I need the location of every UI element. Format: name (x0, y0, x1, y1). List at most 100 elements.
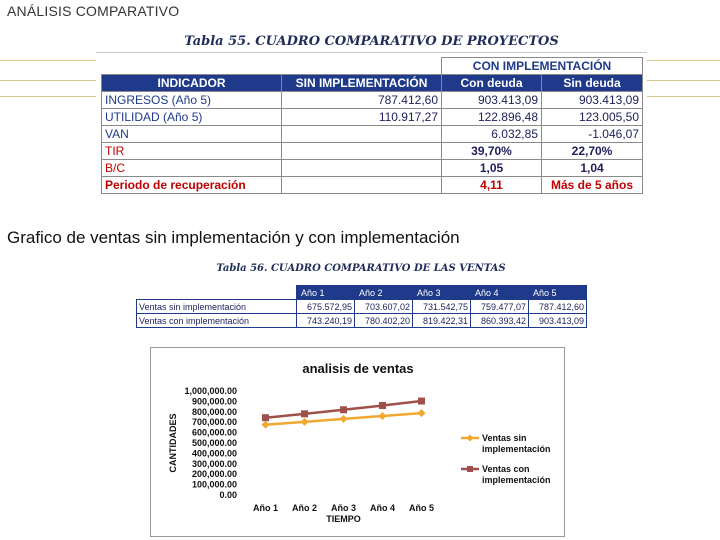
row-indicator: UTILIDAD (Año 5) (101, 108, 282, 126)
cell-sin: 787.412,60 (281, 91, 442, 109)
table56-caption: Tabla 56. CUADRO COMPARATIVO DE LAS VENT… (216, 263, 506, 274)
table-cell: 819.422,31 (412, 313, 471, 328)
y-axis-label: CANTIDADES (168, 413, 178, 472)
data-point (261, 420, 270, 429)
x-tick-label: Año 2 (292, 503, 317, 513)
cell-sin (281, 159, 442, 177)
table-row: UTILIDAD (Año 5) 110.917,27 122.896,48 1… (101, 108, 644, 126)
table-row: VAN 6.032,85 -1.046,07 (101, 125, 644, 143)
cell-con-deuda: 4,11 (441, 176, 542, 194)
cell-sin (281, 142, 442, 160)
y-tick-label: 800,000.00 (192, 407, 237, 417)
row-indicator: Periodo de recuperación (101, 176, 282, 194)
table-cell: 780.402,20 (354, 313, 413, 328)
y-tick-label: 100,000.00 (192, 480, 237, 490)
column-header: Año 5 (528, 285, 587, 300)
cell-sin (281, 176, 442, 194)
x-tick-label: Año 4 (370, 503, 395, 513)
data-point (418, 397, 425, 405)
table-cell: 731.542,75 (412, 299, 471, 314)
y-tick-label: 700,000.00 (192, 417, 237, 427)
data-point (379, 402, 386, 410)
column-header: Año 2 (354, 285, 413, 300)
row-label: Ventas sin implementación (136, 299, 297, 314)
cell-sin (281, 125, 442, 143)
y-tick-label: 1,000,000.00 (184, 386, 237, 396)
column-header: INDICADOR (101, 74, 282, 92)
data-point (340, 406, 347, 414)
cell-sin-deuda: 903.413,09 (540, 91, 644, 109)
table56: Año 1 Año 2 Año 3 Año 4 Año 5 Ventas sin… (136, 285, 587, 328)
legend-label: implementación (482, 475, 551, 485)
column-header: Sin deuda (540, 74, 644, 92)
y-tick-label: 200,000.00 (192, 469, 237, 479)
legend-label: Ventas con (482, 464, 530, 474)
cell-sin-deuda: 22,70% (540, 142, 644, 160)
table-cell: 759.477,07 (470, 299, 529, 314)
header-blank (136, 285, 297, 300)
row-indicator: TIR (101, 142, 282, 160)
data-point (300, 417, 309, 426)
row-indicator: VAN (101, 125, 282, 143)
legend-label: Ventas sin (482, 433, 527, 443)
section-heading: Grafico de ventas sin implementación y c… (7, 228, 460, 247)
cell-sin-deuda: -1.046,07 (540, 125, 644, 143)
legend-marker (466, 434, 474, 442)
table-cell: 787.412,60 (528, 299, 587, 314)
header-blank (101, 57, 442, 75)
cell-con-deuda: 122.896,48 (441, 108, 542, 126)
column-header: SIN IMPLEMENTACIÓN (281, 74, 442, 92)
data-point (417, 409, 426, 418)
cell-con-deuda: 1,05 (441, 159, 542, 177)
table-row: Periodo de recuperación 4,11 Más de 5 añ… (101, 176, 644, 194)
chart-canvas: analisis de ventas CANTIDADES 1,000,000.00… (168, 361, 551, 524)
table-row: B/C 1,05 1,04 (101, 159, 644, 177)
table-cell: 903.413,09 (528, 313, 587, 328)
group-header: CON IMPLEMENTACIÓN (440, 57, 644, 75)
sales-chart: analisis de ventas CANTIDADES 1,000,000.00… (150, 347, 565, 537)
cell-con-deuda: 6.032,85 (441, 125, 542, 143)
cell-sin-deuda: 1,04 (540, 159, 644, 177)
row-indicator: B/C (101, 159, 282, 177)
legend-marker (467, 466, 473, 472)
column-header: Año 4 (470, 285, 529, 300)
row-indicator: INGRESOS (Año 5) (101, 91, 282, 109)
cell-con-deuda: 903.413,09 (441, 91, 542, 109)
chart-title: analisis de ventas (302, 361, 413, 376)
x-axis-label: TIEMPO (326, 514, 361, 524)
row-label: Ventas con implementación (136, 313, 297, 328)
table-row: Ventas con implementación 743.240,19 780… (136, 313, 587, 328)
caption-divider (96, 52, 647, 53)
table-cell: 743.240,19 (296, 313, 355, 328)
data-point (301, 410, 308, 418)
x-tick-label: Año 3 (331, 503, 356, 513)
column-header: Año 1 (296, 285, 355, 300)
table-row: TIR 39,70% 22,70% (101, 142, 644, 160)
y-tick-label: 900,000.00 (192, 396, 237, 406)
table-cell: 675.572,95 (296, 299, 355, 314)
cell-sin: 110.917,27 (281, 108, 442, 126)
table-row: Ventas sin implementación 675.572,95 703… (136, 299, 587, 314)
comparison-table-sales: Tabla 56. CUADRO COMPARATIVO DE LAS VENT… (136, 263, 587, 331)
slide-title: ANÁLISIS COMPARATIVO (7, 3, 180, 19)
x-tick-label: Año 1 (253, 503, 278, 513)
y-tick-label: 500,000.00 (192, 438, 237, 448)
x-tick-label: Año 5 (409, 503, 434, 513)
y-tick-label: 600,000.00 (192, 428, 237, 438)
cell-con-deuda: 39,70% (441, 142, 542, 160)
table-row: INGRESOS (Año 5) 787.412,60 903.413,09 9… (101, 91, 644, 109)
cell-sin-deuda: Más de 5 años (540, 176, 644, 194)
table55-caption: Tabla 55. CUADRO COMPARATIVO DE PROYECTO… (184, 34, 559, 49)
column-header: Con deuda (441, 74, 542, 92)
data-point (262, 414, 269, 422)
y-tick-label: 300,000.00 (192, 459, 237, 469)
table-cell: 703.607,02 (354, 299, 413, 314)
comparison-table-projects: Tabla 55. CUADRO COMPARATIVO DE PROYECTO… (96, 34, 647, 197)
y-tick-label: 400,000.00 (192, 448, 237, 458)
column-header: Año 3 (412, 285, 471, 300)
cell-sin-deuda: 123.005,50 (540, 108, 644, 126)
data-point (339, 414, 348, 423)
legend-label: implementación (482, 444, 551, 454)
table-cell: 860.393,42 (470, 313, 529, 328)
data-point (378, 412, 387, 421)
